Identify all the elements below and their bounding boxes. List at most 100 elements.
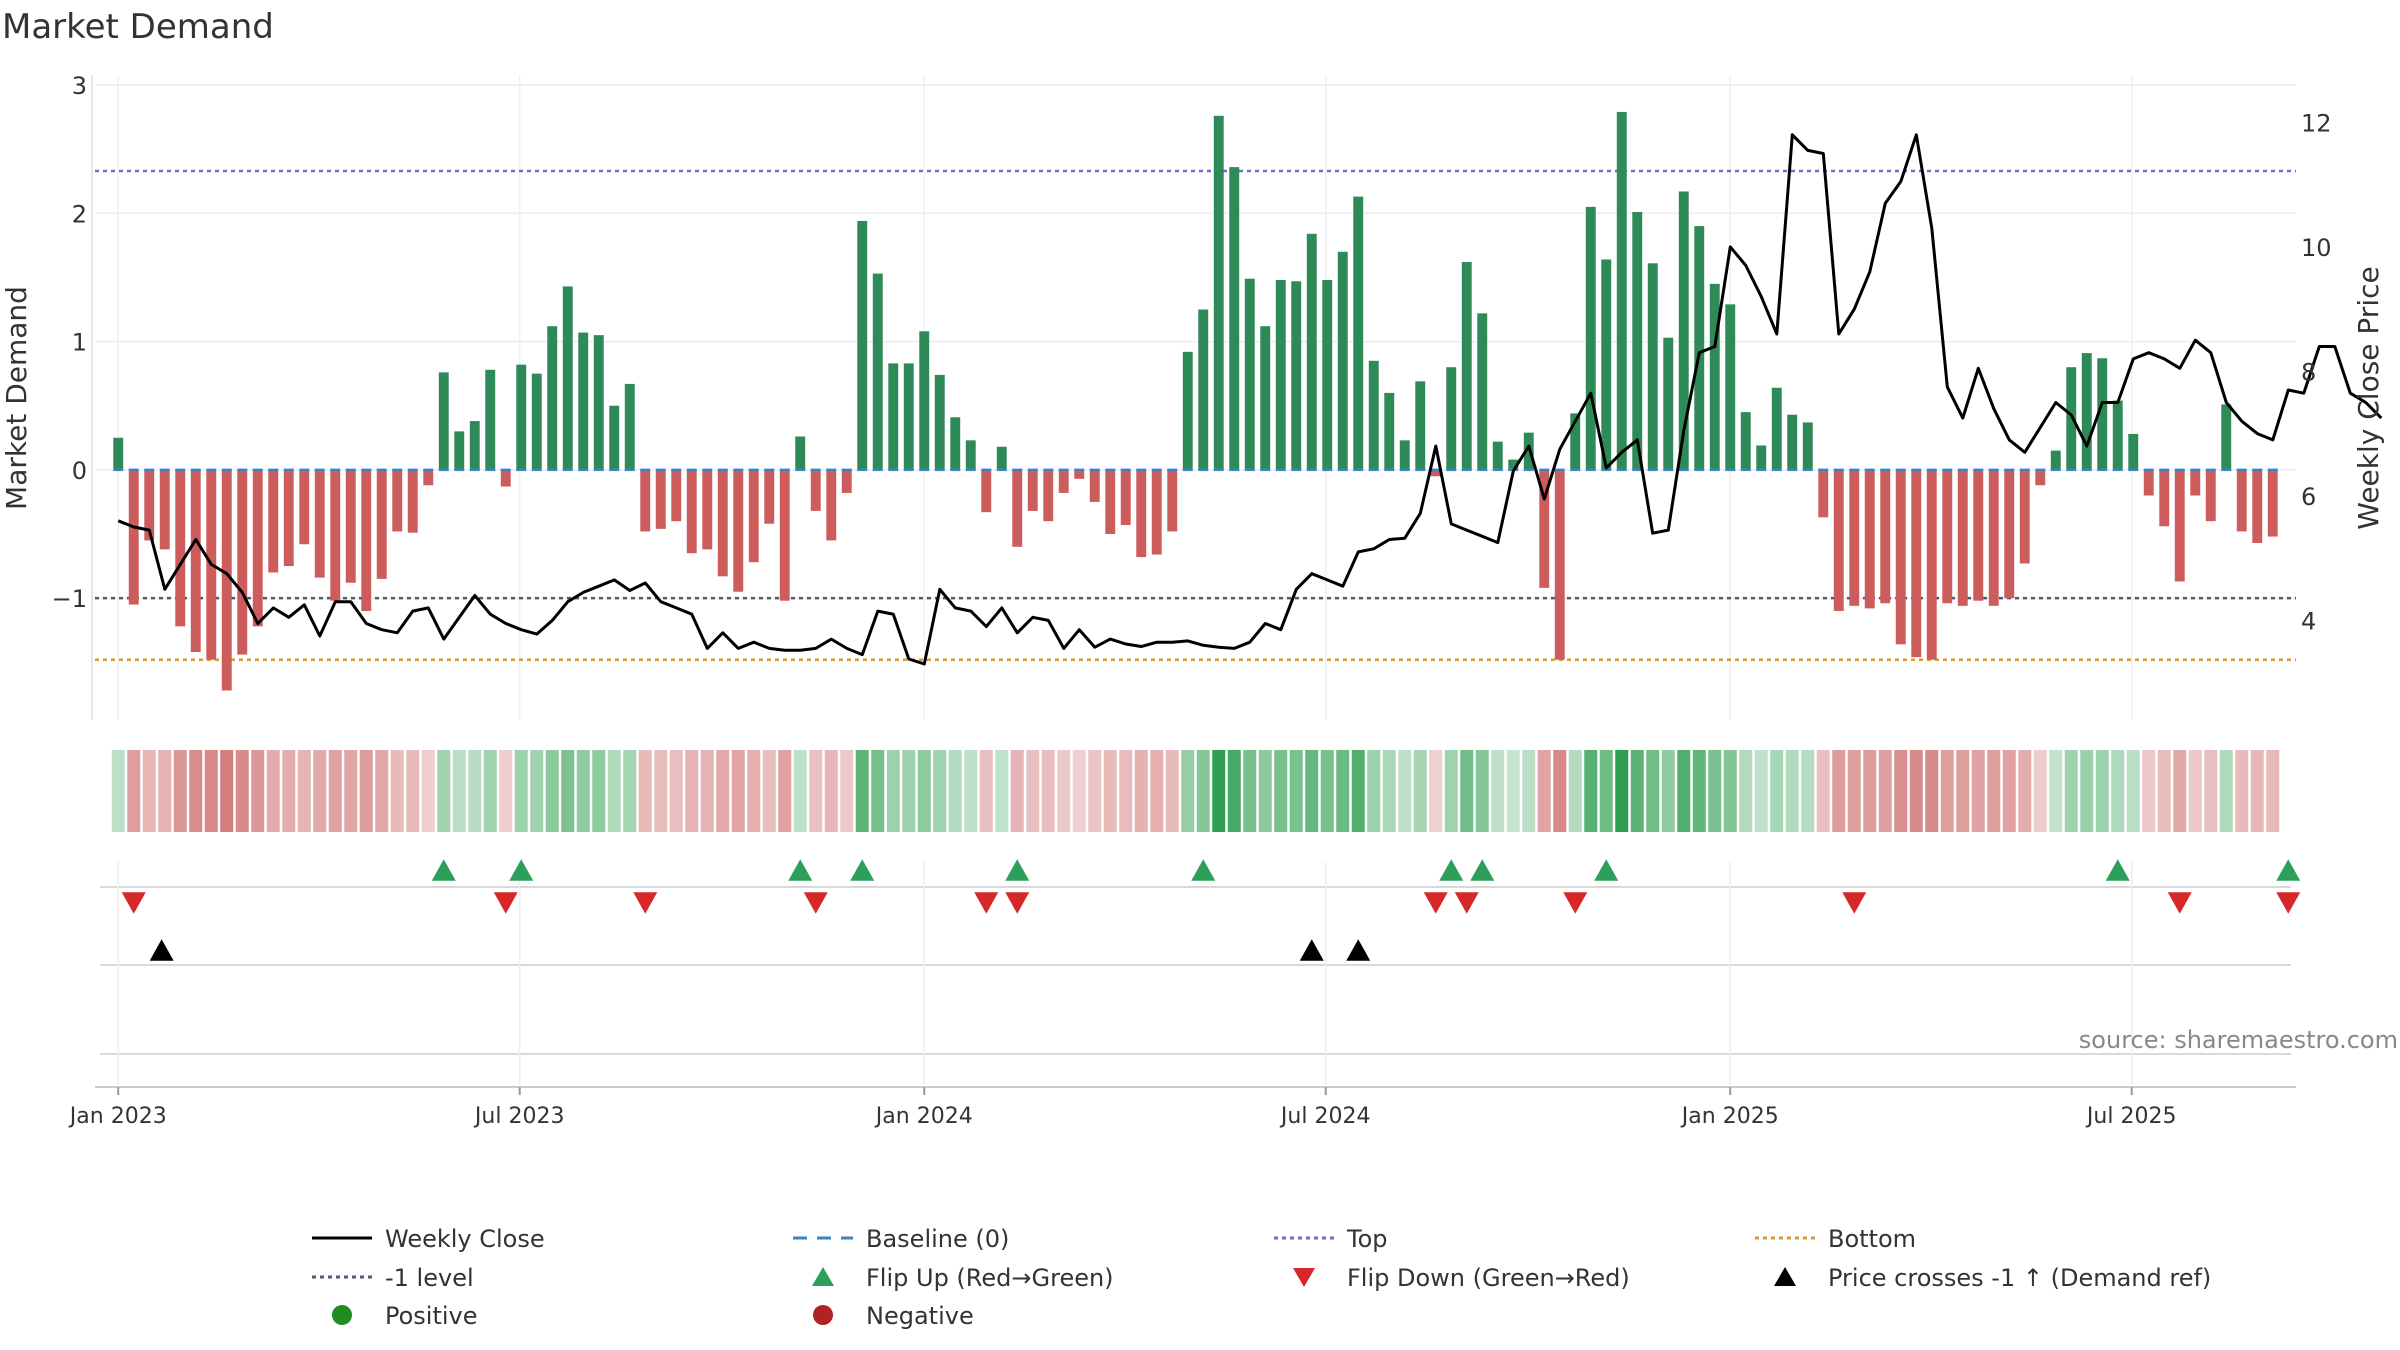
heat-cell <box>1708 750 1722 832</box>
demand-bar <box>330 469 341 601</box>
heat-cell <box>1630 750 1644 832</box>
heat-cell <box>1413 750 1427 832</box>
heat-cell <box>1925 750 1939 832</box>
demand-bar <box>1384 392 1395 470</box>
demand-bar <box>1756 445 1767 470</box>
heat-cell <box>855 750 869 832</box>
heat-cell <box>483 750 497 832</box>
x-tick-label: Jul 2025 <box>2085 1104 2177 1129</box>
heat-cell <box>824 750 838 832</box>
heat-cell <box>607 750 621 832</box>
demand-bars <box>113 111 2278 691</box>
demand-bar <box>144 469 155 541</box>
heat-cell <box>2064 750 2078 832</box>
heat-cell <box>359 750 373 832</box>
demand-bar <box>1353 196 1364 470</box>
demand-bar <box>1740 412 1751 470</box>
flip-up-marker <box>2276 859 2301 881</box>
demand-bar <box>764 469 775 524</box>
heat-cell <box>437 750 451 832</box>
demand-bar <box>950 417 961 470</box>
legend-label: Price crosses -1 ↑ (Demand ref) <box>1828 1264 2211 1292</box>
legend-item: Baseline (0) <box>793 1225 1009 1253</box>
flip-up-marker <box>431 859 456 881</box>
demand-bar <box>531 373 542 470</box>
heat-cell <box>623 750 637 832</box>
legend-label: Negative <box>866 1302 974 1330</box>
demand-bar <box>1787 414 1798 470</box>
heat-cell <box>2157 750 2171 832</box>
x-tick-label: Jan 2023 <box>68 1104 167 1129</box>
heat-cell <box>204 750 218 832</box>
demand-bar <box>2143 469 2154 496</box>
heat-cell <box>468 750 482 832</box>
legend-swatch <box>813 1305 833 1325</box>
demand-bar <box>2190 469 2201 496</box>
flip-down-marker <box>2276 892 2301 914</box>
heat-cell <box>530 750 544 832</box>
demand-bar <box>2128 433 2139 470</box>
legend-item: Top <box>1274 1225 1388 1253</box>
demand-bar <box>593 335 604 470</box>
y-tick-label: 2 <box>72 200 87 228</box>
heat-cell <box>1816 750 1830 832</box>
demand-bar <box>919 331 930 470</box>
demand-bar <box>2205 469 2216 522</box>
demand-bar <box>2097 358 2108 470</box>
demand-bar <box>1880 469 1891 604</box>
heat-cell <box>731 750 745 832</box>
demand-bar <box>1647 263 1658 470</box>
heat-cell <box>1832 750 1846 832</box>
heat-cell <box>1274 750 1288 832</box>
y-tick-label: 0 <box>72 457 87 485</box>
demand-bar <box>562 286 573 470</box>
demand-bar <box>1849 469 1860 606</box>
heat-cell <box>1661 750 1675 832</box>
y2-tick-label: 4 <box>2301 607 2316 635</box>
demand-bar <box>1663 337 1674 470</box>
heat-cell <box>592 750 606 832</box>
demand-bar <box>1554 469 1565 660</box>
demand-bar <box>547 326 558 470</box>
heat-cell <box>1615 750 1629 832</box>
heat-cell <box>2204 750 2218 832</box>
heat-cell <box>2080 750 2094 832</box>
demand-bar <box>733 469 744 592</box>
heat-cell <box>1646 750 1660 832</box>
heat-cell <box>576 750 590 832</box>
heat-cell <box>1723 750 1737 832</box>
y2-tick-label: 6 <box>2301 483 2316 511</box>
demand-bar <box>1585 206 1596 470</box>
heat-cell <box>2018 750 2032 832</box>
legend-item: Weekly Close <box>312 1225 545 1253</box>
heat-cell <box>2142 750 2156 832</box>
heat-cell <box>1584 750 1598 832</box>
heat-cell <box>158 750 172 832</box>
heat-cell <box>344 750 358 832</box>
y2-tick-label: 10 <box>2301 234 2332 262</box>
heat-cell <box>1940 750 1954 832</box>
heat-cell <box>995 750 1009 832</box>
heat-cell <box>1398 750 1412 832</box>
heat-cell <box>1599 750 1613 832</box>
demand-bar <box>2112 400 2123 470</box>
legend-label: Flip Down (Green→Red) <box>1347 1264 1630 1292</box>
legend-item: Bottom <box>1755 1225 1916 1253</box>
demand-bar <box>702 469 713 550</box>
heat-cell <box>2188 750 2202 832</box>
demand-bar <box>2174 469 2185 582</box>
heat-cell <box>638 750 652 832</box>
demand-bar <box>1291 281 1302 470</box>
demand-bar <box>345 469 356 583</box>
heat-cell <box>561 750 575 832</box>
heat-cell <box>1971 750 1985 832</box>
flip-down-marker <box>803 892 828 914</box>
demand-bar <box>1988 469 1999 606</box>
heat-cell <box>1506 750 1520 832</box>
demand-bar <box>671 469 682 522</box>
heat-cell <box>1072 750 1086 832</box>
heat-cell <box>1692 750 1706 832</box>
heat-cell <box>1553 750 1567 832</box>
demand-bar <box>128 469 139 605</box>
demand-bar <box>190 469 201 653</box>
